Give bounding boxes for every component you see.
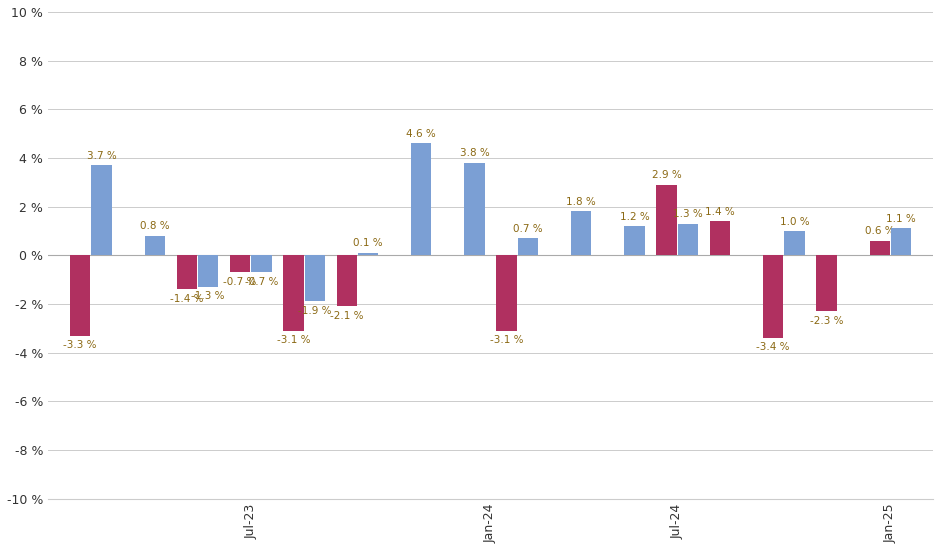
Text: 1.4 %: 1.4 %	[705, 207, 735, 217]
Bar	[230, 255, 250, 272]
Text: -1.4 %: -1.4 %	[170, 294, 204, 304]
Bar	[678, 224, 698, 255]
Bar	[710, 221, 730, 255]
Text: -0.7 %: -0.7 %	[244, 277, 278, 287]
Bar	[283, 255, 304, 331]
Bar	[198, 255, 218, 287]
Text: -1.3 %: -1.3 %	[192, 292, 225, 301]
Text: 0.1 %: 0.1 %	[353, 239, 383, 249]
Bar	[305, 255, 325, 301]
Text: 0.6 %: 0.6 %	[865, 226, 895, 236]
Bar	[145, 236, 164, 255]
Text: 2.9 %: 2.9 %	[651, 170, 682, 180]
Bar	[816, 255, 837, 311]
Text: -2.1 %: -2.1 %	[330, 311, 364, 321]
Text: -1.9 %: -1.9 %	[298, 306, 332, 316]
Text: 1.1 %: 1.1 %	[886, 214, 916, 224]
Text: 1.0 %: 1.0 %	[779, 217, 809, 227]
Bar	[624, 226, 645, 255]
Text: 3.7 %: 3.7 %	[86, 151, 117, 161]
Text: 1.2 %: 1.2 %	[619, 212, 650, 222]
Bar	[518, 238, 538, 255]
Bar	[891, 228, 911, 255]
Text: 3.8 %: 3.8 %	[460, 148, 490, 158]
Bar	[411, 144, 431, 255]
Bar	[358, 253, 378, 255]
Bar	[91, 165, 112, 255]
Text: -3.1 %: -3.1 %	[276, 335, 310, 345]
Bar	[464, 163, 485, 255]
Text: 1.8 %: 1.8 %	[567, 197, 596, 207]
Bar	[70, 255, 90, 336]
Bar	[337, 255, 357, 306]
Bar	[572, 211, 591, 255]
Bar	[656, 185, 677, 255]
Text: -3.1 %: -3.1 %	[490, 335, 524, 345]
Bar	[763, 255, 783, 338]
Text: -0.7 %: -0.7 %	[224, 277, 257, 287]
Bar	[870, 241, 890, 255]
Text: -3.4 %: -3.4 %	[757, 342, 790, 353]
Bar	[784, 231, 805, 255]
Text: 0.8 %: 0.8 %	[140, 222, 169, 232]
Bar	[177, 255, 196, 289]
Text: 1.3 %: 1.3 %	[673, 209, 703, 219]
Bar	[251, 255, 272, 272]
Text: 0.7 %: 0.7 %	[513, 224, 542, 234]
Text: -3.3 %: -3.3 %	[63, 340, 97, 350]
Text: 4.6 %: 4.6 %	[406, 129, 436, 139]
Bar	[496, 255, 517, 331]
Text: -2.3 %: -2.3 %	[809, 316, 843, 326]
